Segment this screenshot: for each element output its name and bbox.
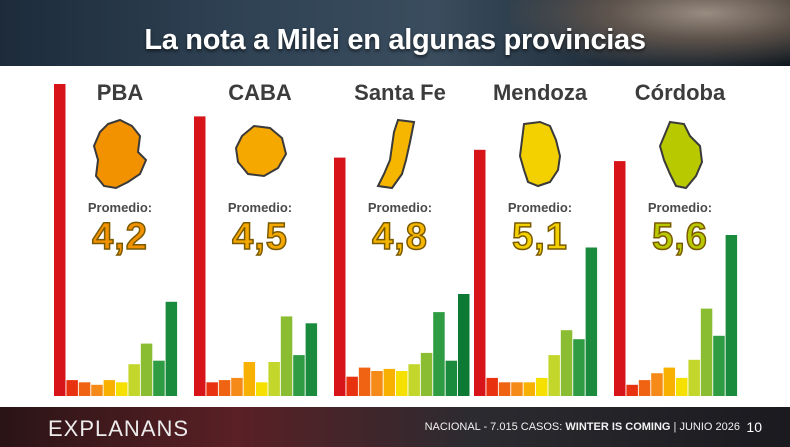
bar-8 <box>433 312 445 396</box>
bar-6 <box>408 364 420 396</box>
footer-bar: EXPLANANS NACIONAL - 7.015 CASOS: WINTER… <box>0 407 790 447</box>
province-panel: Córdoba Promedio: 5,6 <box>610 66 750 406</box>
bar-0 <box>194 116 206 397</box>
province-panel: PBA Promedio: 4,2 <box>50 66 190 406</box>
bar-3 <box>651 373 663 396</box>
province-panel: Mendoza Promedio: 5,1 <box>470 66 610 406</box>
bar-0 <box>334 157 346 396</box>
bar-1 <box>66 380 78 396</box>
province-map-icon <box>376 118 416 190</box>
footer-date: JUNIO 2026 <box>679 421 740 433</box>
bar-chart <box>474 149 598 396</box>
province-name: PBA <box>96 80 144 105</box>
bar-4 <box>383 368 396 396</box>
bar-6 <box>128 364 140 396</box>
bar-1 <box>346 376 358 396</box>
bar-3 <box>91 384 103 396</box>
bar-4 <box>663 367 676 396</box>
average-value: 4,8 <box>371 215 428 259</box>
province-map-icon <box>92 118 148 190</box>
bar-8 <box>573 339 585 396</box>
province-name: Santa Fe <box>354 80 446 105</box>
average-label: Promedio: <box>647 200 713 215</box>
bar-9 <box>305 323 318 396</box>
bar-2 <box>638 380 651 396</box>
bar-chart <box>614 161 738 396</box>
province-panel: CABA Promedio: 4,5 <box>190 66 330 406</box>
bar-1 <box>626 384 638 396</box>
province-name: CABA <box>228 80 292 105</box>
bar-6 <box>548 355 560 396</box>
bar-2 <box>218 380 231 396</box>
bar-8 <box>713 335 725 396</box>
average-label: Promedio: <box>87 200 153 215</box>
header-banner: La nota a Milei en algunas provincias <box>0 0 790 66</box>
bar-2 <box>78 382 91 396</box>
bar-3 <box>371 371 383 396</box>
bar-8 <box>293 355 305 396</box>
bar-0 <box>474 149 486 396</box>
footer-sep: | <box>670 421 680 433</box>
province-map-icon <box>658 120 704 190</box>
footer-caption: NACIONAL - 7.015 CASOS: WINTER IS COMING… <box>425 421 740 433</box>
bar-9 <box>725 235 738 396</box>
average-value: 4,2 <box>91 215 148 259</box>
bar-chart <box>334 157 470 396</box>
average-value: 4,5 <box>231 215 288 259</box>
bar-9 <box>165 301 178 396</box>
province-map-icon <box>518 120 562 188</box>
bar-4 <box>103 380 116 396</box>
bar-5 <box>676 377 688 396</box>
bar-7 <box>140 343 153 396</box>
average-label: Promedio: <box>227 200 293 215</box>
average-label: Promedio: <box>507 200 573 215</box>
bar-9 <box>585 247 598 396</box>
bar-7 <box>700 308 713 396</box>
bar-7 <box>560 330 573 396</box>
average-label: Promedio: <box>367 200 433 215</box>
province-panel: Santa Fe Promedio: 4,8 <box>330 66 470 406</box>
bar-7 <box>420 352 433 396</box>
bar-5 <box>536 377 548 396</box>
page-title: La nota a Milei en algunas provincias <box>144 24 646 56</box>
bar-0 <box>54 84 66 396</box>
bar-5 <box>396 371 408 396</box>
bar-3 <box>511 382 523 396</box>
bar-10 <box>458 294 470 396</box>
bar-2 <box>498 382 511 396</box>
bar-5 <box>256 382 268 396</box>
brand-logo: EXPLANANS <box>48 416 190 441</box>
average-value: 5,1 <box>511 215 568 259</box>
bar-5 <box>116 382 128 396</box>
bar-6 <box>268 362 280 396</box>
average-value: 5,6 <box>651 215 708 259</box>
bar-chart <box>194 116 318 397</box>
province-name: Córdoba <box>634 80 726 105</box>
bar-0 <box>614 161 626 396</box>
footer-strong: WINTER IS COMING <box>565 421 671 433</box>
bar-7 <box>280 316 293 396</box>
bar-4 <box>523 382 536 396</box>
bar-3 <box>231 377 243 396</box>
footer-left: NACIONAL - 7.015 CASOS: <box>424 421 566 433</box>
bar-1 <box>206 382 218 396</box>
page-number: 10 <box>746 419 762 435</box>
header-photo <box>510 0 790 66</box>
bar-chart <box>54 84 178 396</box>
bar-1 <box>486 377 498 396</box>
bar-2 <box>358 367 371 396</box>
province-map-icon <box>234 124 288 178</box>
bar-8 <box>153 360 165 396</box>
province-name: Mendoza <box>492 80 588 105</box>
bar-4 <box>243 362 256 396</box>
bar-6 <box>688 359 700 396</box>
bar-9 <box>445 360 458 396</box>
